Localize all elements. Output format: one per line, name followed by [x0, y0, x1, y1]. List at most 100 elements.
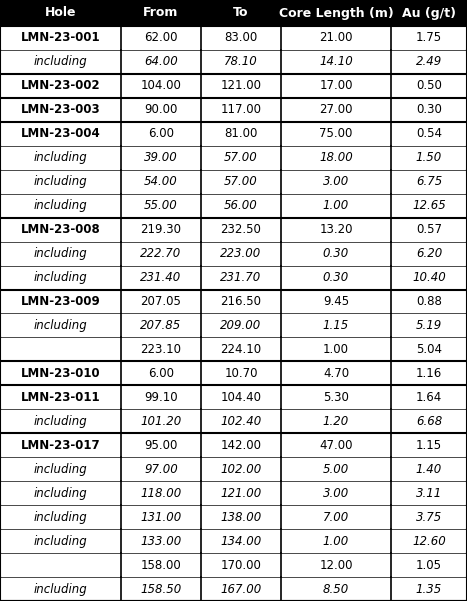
Text: 1.00: 1.00 [323, 199, 349, 212]
Text: 81.00: 81.00 [224, 127, 258, 140]
Text: 170.00: 170.00 [220, 558, 262, 572]
Text: 12.60: 12.60 [412, 535, 446, 548]
Text: 10.70: 10.70 [224, 367, 258, 380]
Text: 99.10: 99.10 [144, 391, 178, 404]
Text: 219.30: 219.30 [141, 223, 182, 236]
Text: 6.20: 6.20 [416, 247, 442, 260]
Text: 3.75: 3.75 [416, 511, 442, 523]
Text: 6.68: 6.68 [416, 415, 442, 428]
Text: 207.85: 207.85 [141, 319, 182, 332]
Text: 1.75: 1.75 [416, 31, 442, 44]
Text: 142.00: 142.00 [220, 439, 262, 452]
Text: LMN-23-004: LMN-23-004 [21, 127, 100, 140]
Text: 39.00: 39.00 [144, 151, 178, 164]
Text: 121.00: 121.00 [220, 79, 262, 93]
Text: 118.00: 118.00 [141, 487, 182, 499]
Text: 83.00: 83.00 [224, 31, 258, 44]
Text: including: including [34, 463, 87, 476]
Text: 222.70: 222.70 [141, 247, 182, 260]
Text: 27.00: 27.00 [319, 103, 353, 117]
Text: 62.00: 62.00 [144, 31, 178, 44]
Text: 102.40: 102.40 [220, 415, 262, 428]
Text: 6.75: 6.75 [416, 175, 442, 188]
Text: 5.00: 5.00 [323, 463, 349, 476]
Text: 216.50: 216.50 [220, 295, 262, 308]
Text: LMN-23-003: LMN-23-003 [21, 103, 100, 117]
Text: 3.11: 3.11 [416, 487, 442, 499]
Text: 12.00: 12.00 [319, 558, 353, 572]
Text: 104.40: 104.40 [220, 391, 262, 404]
Text: 54.00: 54.00 [144, 175, 178, 188]
Text: 1.05: 1.05 [416, 558, 442, 572]
Text: 1.50: 1.50 [416, 151, 442, 164]
Text: LMN-23-011: LMN-23-011 [21, 391, 100, 404]
Text: 1.64: 1.64 [416, 391, 442, 404]
Text: 133.00: 133.00 [141, 535, 182, 548]
Text: including: including [34, 247, 87, 260]
Text: 0.54: 0.54 [416, 127, 442, 140]
Text: 3.00: 3.00 [323, 487, 349, 499]
Text: 7.00: 7.00 [323, 511, 349, 523]
Text: 0.88: 0.88 [416, 295, 442, 308]
Text: LMN-23-001: LMN-23-001 [21, 31, 100, 44]
Text: 10.40: 10.40 [412, 271, 446, 284]
Text: including: including [34, 199, 87, 212]
Text: 57.00: 57.00 [224, 175, 258, 188]
Text: 78.10: 78.10 [224, 55, 258, 69]
Text: including: including [34, 319, 87, 332]
Text: 8.50: 8.50 [323, 582, 349, 596]
Text: 14.10: 14.10 [319, 55, 353, 69]
Text: 134.00: 134.00 [220, 535, 262, 548]
Text: 5.04: 5.04 [416, 343, 442, 356]
Text: 1.16: 1.16 [416, 367, 442, 380]
Text: LMN-23-009: LMN-23-009 [21, 295, 100, 308]
Text: including: including [34, 582, 87, 596]
Text: including: including [34, 271, 87, 284]
Text: 57.00: 57.00 [224, 151, 258, 164]
Text: 0.50: 0.50 [416, 79, 442, 93]
Text: 95.00: 95.00 [144, 439, 177, 452]
Text: 121.00: 121.00 [220, 487, 262, 499]
Text: 97.00: 97.00 [144, 463, 178, 476]
Text: 56.00: 56.00 [224, 199, 258, 212]
Text: 223.00: 223.00 [220, 247, 262, 260]
Text: 231.70: 231.70 [220, 271, 262, 284]
Text: 158.00: 158.00 [141, 558, 181, 572]
Text: 223.10: 223.10 [141, 343, 182, 356]
Text: including: including [34, 151, 87, 164]
Bar [0, 0, 467, 26]
Text: 4.70: 4.70 [323, 367, 349, 380]
Text: Core Length (m): Core Length (m) [279, 7, 393, 19]
Text: 207.05: 207.05 [141, 295, 182, 308]
Text: 1.20: 1.20 [323, 415, 349, 428]
Text: 1.40: 1.40 [416, 463, 442, 476]
Text: 101.20: 101.20 [141, 415, 182, 428]
Text: 224.10: 224.10 [220, 343, 262, 356]
Text: 47.00: 47.00 [319, 439, 353, 452]
Text: 5.19: 5.19 [416, 319, 442, 332]
Text: including: including [34, 55, 87, 69]
Text: 158.50: 158.50 [141, 582, 182, 596]
Text: 64.00: 64.00 [144, 55, 178, 69]
Text: 1.15: 1.15 [416, 439, 442, 452]
Text: 231.40: 231.40 [141, 271, 182, 284]
Text: LMN-23-017: LMN-23-017 [21, 439, 100, 452]
Text: including: including [34, 487, 87, 499]
Text: 9.45: 9.45 [323, 295, 349, 308]
Text: 18.00: 18.00 [319, 151, 353, 164]
Text: 1.35: 1.35 [416, 582, 442, 596]
Text: 1.00: 1.00 [323, 343, 349, 356]
Text: Au (g/t): Au (g/t) [402, 7, 456, 19]
Text: To: To [233, 7, 249, 19]
Text: 90.00: 90.00 [144, 103, 177, 117]
Text: 232.50: 232.50 [220, 223, 262, 236]
Text: 1.00: 1.00 [323, 535, 349, 548]
Text: 0.30: 0.30 [323, 271, 349, 284]
Text: LMN-23-010: LMN-23-010 [21, 367, 100, 380]
Text: 13.20: 13.20 [319, 223, 353, 236]
Text: 131.00: 131.00 [141, 511, 182, 523]
Text: 117.00: 117.00 [220, 103, 262, 117]
Text: 21.00: 21.00 [319, 31, 353, 44]
Text: LMN-23-002: LMN-23-002 [21, 79, 100, 93]
Text: 2.49: 2.49 [416, 55, 442, 69]
